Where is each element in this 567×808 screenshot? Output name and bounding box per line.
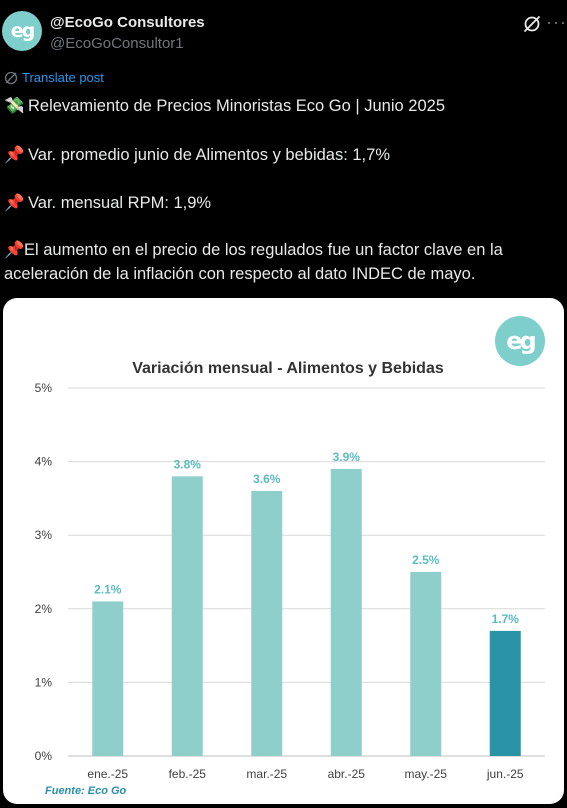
bar-chart: Variación mensual - Alimentos y Bebidas 0…: [35, 360, 545, 781]
post-text-4a: El aumento en el precio de los regulados…: [24, 241, 503, 259]
post-text-3: Var. mensual RPM: 1,9%: [28, 194, 212, 212]
more-dots-icon[interactable]: ···: [546, 12, 567, 32]
y-tick-label: 3%: [35, 528, 53, 542]
bar: [171, 476, 203, 756]
data-label: 3.6%: [253, 472, 281, 486]
post-line-2: 📌 Var. promedio junio de Alimentos y bebi…: [4, 144, 390, 166]
translate-label[interactable]: Translate post: [22, 70, 104, 85]
bar: [92, 601, 124, 756]
data-label: 3.9%: [333, 450, 361, 464]
x-tick-label: abr.-25: [328, 767, 366, 781]
post-header: eg @EcoGo Consultores @EcoGoConsultor1 ·…: [0, 0, 567, 60]
bar: [489, 630, 521, 756]
x-tick-label: feb.-25: [169, 767, 207, 781]
post-text-2: Var. promedio junio de Alimentos y bebid…: [28, 146, 390, 164]
bar: [410, 572, 442, 756]
y-tick-label: 0%: [35, 749, 53, 763]
post-line-4: 📌El aumento en el precio de los regulado…: [4, 239, 503, 261]
translate-post-link[interactable]: Translate post: [4, 70, 104, 85]
pin-emoji-icon: 📌: [4, 194, 25, 212]
bar: [251, 491, 283, 756]
globe-icon: [4, 71, 18, 84]
user-handle[interactable]: @EcoGoConsultor1: [50, 35, 184, 52]
chart-source: Fuente: Eco Go: [45, 785, 127, 797]
data-label: 2.1%: [94, 582, 122, 596]
x-tick-label: may.-25: [405, 767, 448, 781]
money-emoji-icon: 💸: [4, 97, 25, 115]
post-line-3: 📌 Var. mensual RPM: 1,9%: [4, 192, 211, 214]
x-tick-label: ene.-25: [87, 767, 128, 781]
y-tick-label: 4%: [35, 455, 53, 469]
avatar[interactable]: eg: [2, 11, 42, 51]
post-line-5: aceleración de la inflación con respecto…: [4, 263, 475, 285]
x-tick-label: jun.-25: [486, 767, 524, 781]
post-line-1: 💸 Relevamiento de Precios Minoristas Eco …: [4, 95, 445, 117]
grok-icon[interactable]: [522, 14, 542, 34]
post-text-4b: aceleración de la inflación con respecto…: [4, 265, 476, 283]
y-tick-label: 5%: [35, 381, 53, 395]
bar: [330, 468, 362, 756]
display-name[interactable]: @EcoGo Consultores: [50, 14, 205, 31]
x-tick-label: mar.-25: [246, 767, 287, 781]
pin-emoji-icon: 📌: [4, 241, 25, 259]
data-label: 1.7%: [492, 612, 520, 626]
post-text-1: Relevamiento de Precios Minoristas Eco G…: [28, 97, 445, 115]
data-label: 2.5%: [412, 553, 440, 567]
y-tick-label: 1%: [35, 675, 53, 689]
chart-title: Variación mensual - Alimentos y Bebidas: [132, 360, 444, 377]
data-label: 3.8%: [174, 457, 202, 471]
ecogo-logo: eg: [495, 316, 545, 366]
chart-card[interactable]: eg Variación mensual - Alimentos y Bebid…: [3, 298, 564, 804]
y-tick-label: 2%: [35, 602, 53, 616]
pin-emoji-icon: 📌: [4, 146, 25, 164]
